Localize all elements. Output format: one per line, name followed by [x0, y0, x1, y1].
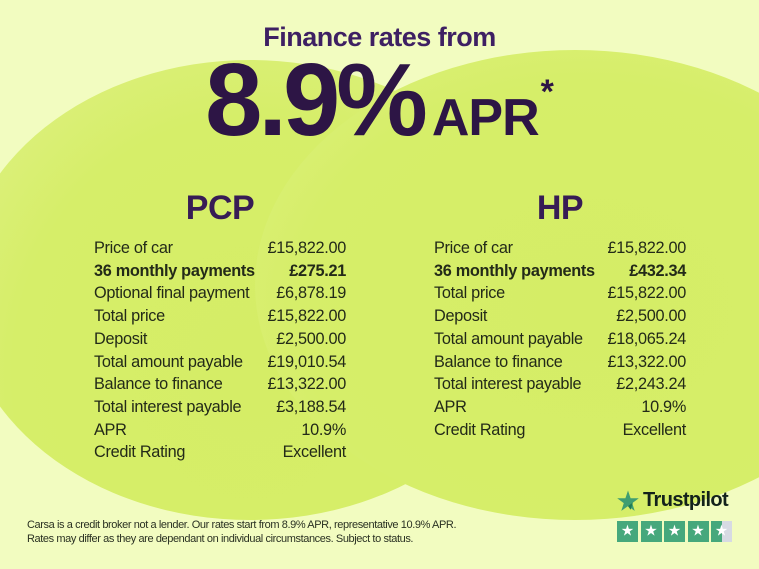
row-label: Balance to finance — [94, 375, 223, 394]
row-value: Excellent — [622, 420, 687, 439]
headline-rate: 8.9% APR * — [0, 48, 759, 151]
legal-disclaimer: Carsa is a credit broker not a lender. O… — [27, 518, 457, 546]
row-label: Price of car — [94, 239, 173, 257]
row-label: Deposit — [434, 307, 488, 326]
row-label: APR — [94, 420, 127, 439]
finance-table-row: Balance to finance £13,322.00 — [94, 373, 346, 396]
background-circle-right — [255, 50, 759, 520]
row-value: £13,322.00 — [267, 375, 347, 394]
finance-table-row: Total interest payable £2,243.24 — [434, 373, 686, 396]
row-label: APR — [434, 397, 467, 416]
star-icon: ★ — [714, 522, 729, 540]
rate-footnote-asterisk: * — [540, 73, 554, 111]
row-label: Total price — [434, 284, 505, 303]
finance-table-row: Total amount payable £18,065.24 — [434, 328, 686, 351]
row-value: £3,188.54 — [276, 397, 346, 416]
trustpilot-rating: ★ ★ ★ ★ ★ — [617, 521, 733, 542]
finance-table-row: Total amount payable £19,010.54 — [94, 351, 346, 374]
hp-column: HP Price of car £15,822.00 36 monthly pa… — [434, 190, 686, 441]
finance-table-row: APR 10.9% — [434, 396, 686, 419]
row-value: £2,500.00 — [276, 329, 346, 348]
finance-table-row: Total interest payable £3,188.54 — [94, 396, 346, 419]
row-label: 36 monthly payments — [434, 261, 595, 280]
finance-table-row: Optional final payment £6,878.19 — [94, 282, 346, 305]
star-icon: ★ — [667, 522, 682, 540]
hp-table: Price of car £15,822.00 36 monthly payme… — [434, 237, 686, 441]
row-label: Balance to finance — [434, 352, 563, 371]
row-value: £275.21 — [289, 261, 346, 280]
rating-star-box: ★ — [687, 521, 709, 542]
rating-star-box: ★ — [664, 521, 685, 542]
trustpilot-widget: Trustpilot ★ ★ ★ ★ — [617, 489, 733, 542]
disclaimer-line-1: Carsa is a credit broker not a lender. O… — [27, 519, 457, 531]
finance-table-row: Credit Rating Excellent — [94, 441, 346, 464]
row-label: Credit Rating — [94, 443, 186, 462]
row-value: £432.34 — [629, 261, 686, 280]
finance-table-row: Price of car £15,822.00 — [434, 237, 686, 260]
row-value: £6,878.19 — [276, 284, 346, 303]
finance-table-row: APR 10.9% — [94, 419, 346, 442]
row-label: Total interest payable — [94, 397, 242, 416]
trustpilot-logo: Trustpilot — [617, 489, 733, 512]
disclaimer-line-2: Rates may differ as they are dependant o… — [27, 533, 414, 545]
row-value: £15,822.00 — [267, 307, 347, 326]
row-value: £18,065.24 — [607, 329, 687, 348]
row-label: Total amount payable — [94, 352, 243, 371]
trustpilot-wordmark: Trustpilot — [643, 489, 729, 511]
rating-star-box: ★ — [711, 521, 732, 542]
row-label: Total interest payable — [434, 375, 582, 394]
row-value: 10.9% — [641, 397, 686, 416]
rate-value: 8.9% — [205, 42, 428, 157]
finance-table-row: Total price £15,822.00 — [434, 282, 686, 305]
row-value: £15,822.00 — [607, 239, 687, 257]
pcp-heading: PCP — [185, 189, 255, 227]
row-value: £15,822.00 — [607, 284, 687, 303]
rating-star-box: ★ — [617, 521, 638, 542]
hp-heading: HP — [536, 189, 584, 227]
row-value: £2,500.00 — [616, 307, 686, 326]
star-icon: ★ — [691, 522, 705, 540]
row-value: £15,822.00 — [267, 239, 347, 257]
banner-title: Finance rates from — [263, 22, 496, 52]
row-label: Optional final payment — [94, 284, 250, 303]
row-value: £13,322.00 — [607, 352, 687, 371]
row-label: Total price — [94, 307, 165, 326]
row-label: Price of car — [434, 239, 513, 257]
row-label: Deposit — [94, 329, 148, 348]
star-icon: ★ — [644, 522, 658, 540]
pcp-table: Price of car £15,822.00 36 monthly payme… — [94, 237, 346, 464]
row-label: 36 monthly payments — [94, 261, 255, 280]
row-value: 10.9% — [301, 420, 346, 439]
pcp-column: PCP Price of car £15,822.00 36 monthly p… — [94, 190, 346, 464]
finance-table-row: Price of car £15,822.00 — [94, 237, 346, 260]
trustpilot-star-icon — [617, 490, 639, 512]
rating-star-box: ★ — [640, 521, 662, 542]
finance-table-row: Credit Rating Excellent — [434, 419, 686, 442]
row-label: Credit Rating — [434, 420, 526, 439]
finance-table-row: Balance to finance £13,322.00 — [434, 351, 686, 374]
row-value: £19,010.54 — [267, 352, 347, 371]
row-value: £2,243.24 — [616, 375, 686, 394]
finance-table-row: 36 monthly payments £432.34 — [434, 260, 686, 283]
row-label: Total amount payable — [434, 329, 583, 348]
finance-table-row: Total price £15,822.00 — [94, 305, 346, 328]
finance-table-row: Deposit £2,500.00 — [94, 328, 346, 351]
rate-apr-label: APR — [431, 89, 540, 147]
row-value: Excellent — [282, 443, 347, 462]
finance-table-row: Deposit £2,500.00 — [434, 305, 686, 328]
star-icon: ★ — [620, 522, 635, 540]
finance-table-row: 36 monthly payments £275.21 — [94, 260, 346, 283]
